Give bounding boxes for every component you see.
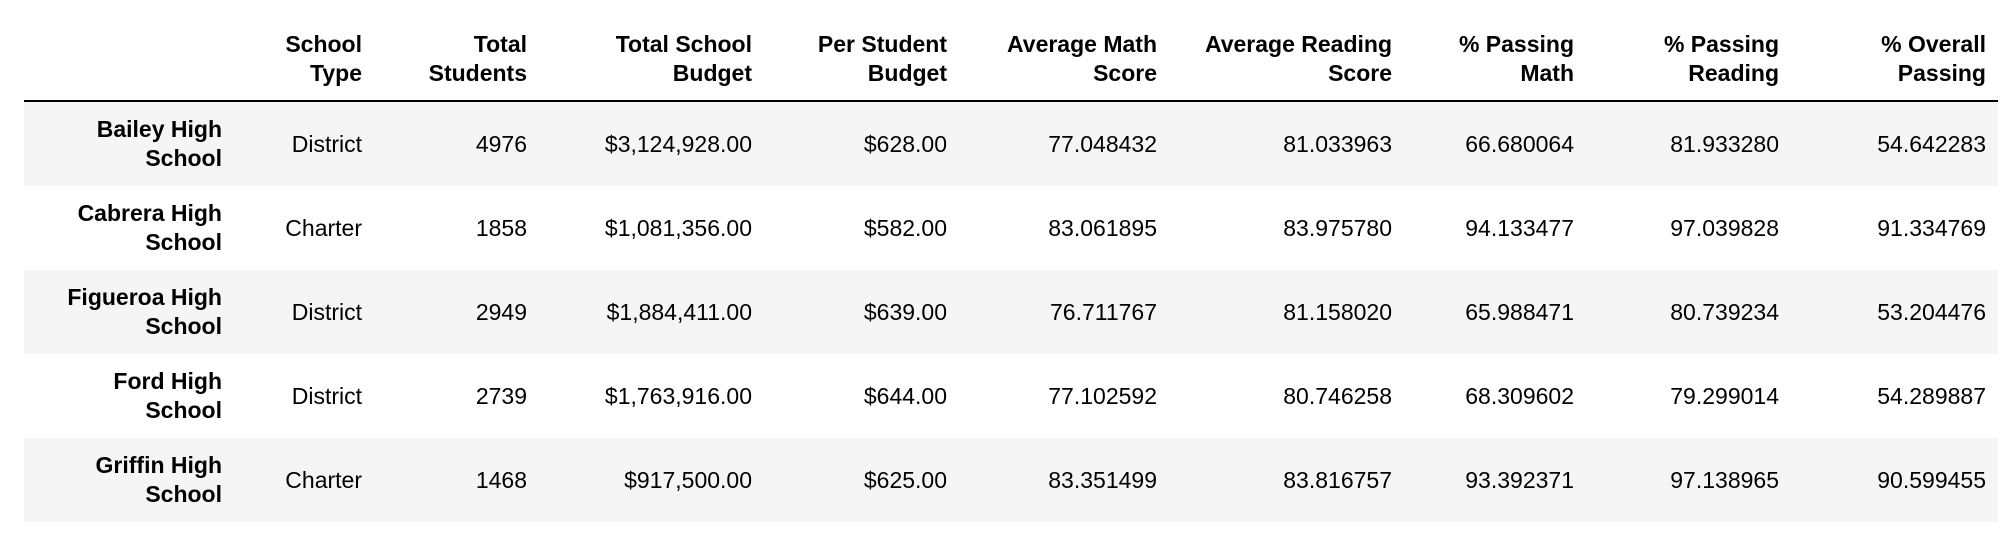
cell-school-type: Charter	[285, 466, 362, 493]
cell-passing-math: 66.680064	[1465, 130, 1574, 157]
cell-school-type: Charter	[285, 214, 362, 241]
cell-total-students: 1858	[475, 214, 527, 241]
cell-school-type: District	[291, 298, 362, 325]
cell-passing-reading: 97.138965	[1670, 466, 1779, 493]
cell-passing-math: 68.309602	[1465, 382, 1574, 409]
cell-total-students: 2739	[475, 382, 527, 409]
row-index-school-name: Ford High School	[113, 368, 222, 423]
cell-overall-passing: 54.289887	[1877, 382, 1986, 409]
column-header-average-math-score: Average Math Score	[959, 30, 1169, 102]
cell-average-reading-score: 83.816757	[1283, 466, 1392, 493]
cell-per-student-budget: $625.00	[863, 466, 947, 493]
cell-average-math-score: 76.711767	[1049, 298, 1157, 325]
cell-average-math-score: 83.351499	[1048, 466, 1157, 493]
row-index-school-name: Figueroa High School	[67, 284, 222, 339]
cell-average-math-score: 83.061895	[1048, 214, 1157, 241]
cell-total-school-budget: $1,081,356.00	[604, 214, 752, 241]
cell-total-students: 4976	[475, 130, 527, 157]
table-header: School Type Total Students Total School Bud…	[24, 30, 1998, 102]
cell-passing-math: 94.133477	[1465, 214, 1574, 241]
dataframe-output: School Type Total Students Total School Bud…	[24, 30, 1998, 522]
index-header	[24, 30, 234, 102]
cell-total-students: 2949	[475, 298, 527, 325]
table-body: Bailey High School District 4976 $3,124,9…	[24, 101, 1998, 522]
column-header-total-students: Total Students	[374, 30, 539, 102]
cell-per-student-budget: $644.00	[863, 382, 947, 409]
cell-school-type: District	[291, 382, 362, 409]
cell-overall-passing: 90.599455	[1877, 466, 1986, 493]
cell-passing-math: 65.988471	[1465, 298, 1574, 325]
column-header-average-reading-score: Average Reading Score	[1169, 30, 1404, 102]
cell-total-school-budget: $917,500.00	[624, 466, 752, 493]
cell-average-reading-score: 83.975780	[1283, 214, 1392, 241]
cell-passing-reading: 79.299014	[1670, 382, 1779, 409]
cell-overall-passing: 91.334769	[1877, 214, 1986, 241]
table-row: Figueroa High School District 2949 $1,884…	[24, 270, 1998, 354]
table-row: Bailey High School District 4976 $3,124,9…	[24, 101, 1998, 186]
cell-average-math-score: 77.048432	[1048, 130, 1157, 157]
table-row: Griffin High School Charter 1468 $917,500…	[24, 438, 1998, 522]
cell-passing-reading: 80.739234	[1670, 298, 1779, 325]
cell-passing-math: 93.392371	[1465, 466, 1574, 493]
cell-passing-reading: 97.039828	[1670, 214, 1779, 241]
table-row: Cabrera High School Charter 1858 $1,081,3…	[24, 186, 1998, 270]
column-header-passing-math: % Passing Math	[1404, 30, 1586, 102]
cell-total-students: 1468	[475, 466, 527, 493]
cell-total-school-budget: $1,884,411.00	[606, 298, 752, 325]
cell-overall-passing: 54.642283	[1877, 130, 1986, 157]
cell-average-reading-score: 81.033963	[1283, 130, 1392, 157]
cell-per-student-budget: $639.00	[863, 298, 947, 325]
column-header-per-student-budget: Per Student Budget	[764, 30, 959, 102]
column-header-school-type: School Type	[234, 30, 374, 102]
row-index-school-name: Cabrera High School	[77, 200, 222, 255]
cell-average-math-score: 77.102592	[1048, 382, 1157, 409]
cell-school-type: District	[291, 130, 362, 157]
cell-per-student-budget: $628.00	[863, 130, 947, 157]
cell-average-reading-score: 81.158020	[1283, 298, 1392, 325]
cell-total-school-budget: $1,763,916.00	[604, 382, 752, 409]
cell-overall-passing: 53.204476	[1877, 298, 1986, 325]
cell-total-school-budget: $3,124,928.00	[604, 130, 752, 157]
column-header-overall-passing: % Overall Passing	[1791, 30, 1998, 102]
column-header-total-school-budget: Total School Budget	[539, 30, 764, 102]
cell-passing-reading: 81.933280	[1670, 130, 1779, 157]
row-index-school-name: Griffin High School	[95, 452, 222, 507]
cell-average-reading-score: 80.746258	[1283, 382, 1392, 409]
row-index-school-name: Bailey High School	[96, 116, 222, 171]
cell-per-student-budget: $582.00	[863, 214, 947, 241]
table-row: Ford High School District 2739 $1,763,916…	[24, 354, 1998, 438]
header-row: School Type Total Students Total School Bud…	[24, 30, 1998, 102]
school-summary-table: School Type Total Students Total School Bud…	[24, 30, 1998, 522]
column-header-passing-reading: % Passing Reading	[1586, 30, 1791, 102]
